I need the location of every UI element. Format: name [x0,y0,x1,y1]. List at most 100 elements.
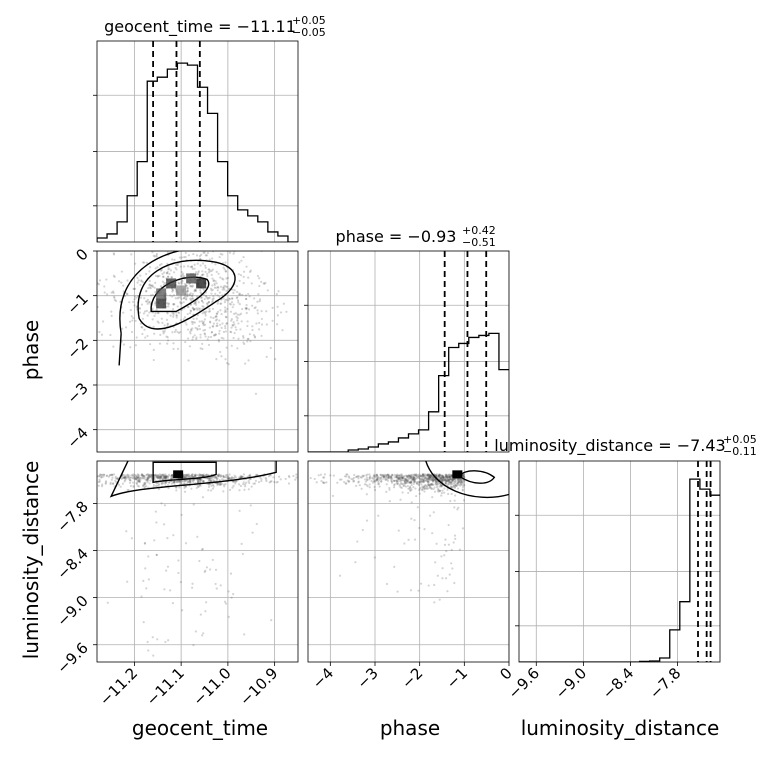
scatter-point [245,311,248,315]
scatter-point [442,478,445,481]
scatter-point [227,478,231,481]
scatter-point [267,475,271,478]
scatter-point [414,478,417,481]
scatter-point [223,485,226,488]
scatter-point [393,484,396,487]
scatter-point [192,480,195,483]
x-tick-label: −1 [443,664,471,692]
scatter-point [224,330,228,333]
scatter-point [281,329,284,332]
density-block [196,278,207,289]
scatter-point [91,479,93,481]
scatter-point [182,475,186,478]
scatter-point [197,301,200,304]
scatter-point [386,473,389,476]
scatter-point [191,307,195,310]
scatter-point [196,479,199,482]
scatter-point [202,632,205,635]
scatter-point [183,476,186,479]
scatter-point [414,474,418,477]
scatter-point [399,475,403,479]
scatter-point [446,476,449,479]
scatter-point [219,475,223,478]
scatter-point [269,480,272,483]
scatter-point [183,275,186,278]
scatter-point [112,274,115,277]
scatter-point [158,476,161,479]
scatter-point [183,486,186,490]
scatter-point [428,476,431,479]
scatter-point [431,475,434,478]
scatter-point [433,477,436,481]
scatter-point [408,481,412,484]
scatter-point [88,483,90,485]
scatter-point [390,480,393,483]
scatter-point [441,474,444,477]
scatter-point [217,482,220,485]
scatter-point [152,254,155,257]
scatter-point [450,486,453,489]
scatter-point [155,252,159,256]
scatter-point [100,333,104,336]
scatter-point [406,479,409,482]
scatter-point [139,477,142,480]
scatter-point [208,479,212,482]
scatter-point [462,482,465,485]
scatter-point [400,486,403,489]
scatter-point [361,475,365,478]
scatter-point [429,475,432,478]
scatter-point [140,473,144,476]
scatter-point [457,483,460,487]
scatter-point [114,477,117,480]
scatter-point [239,312,243,315]
scatter-point [354,561,357,564]
x-tick-label: −2 [398,664,426,692]
scatter-point [223,288,226,291]
y-tick-label: −9.6 [53,639,91,677]
scatter-point [127,474,131,477]
scatter-point [244,483,247,486]
scatter-point [409,489,412,492]
scatter-point [413,538,417,541]
scatter-point [439,484,442,487]
scatter-point [172,315,175,318]
scatter-point [231,297,234,301]
scatter-point [123,480,126,483]
scatter-point [365,474,368,477]
scatter-point [295,476,298,479]
scatter-point [418,480,421,483]
scatter-point [208,326,211,329]
scatter-point [137,279,140,282]
scatter-point [224,474,227,477]
scatter-point [450,481,453,484]
scatter-point [239,476,242,479]
scatter-point [223,301,227,304]
scatter-point [273,480,276,484]
scatter-point [163,504,166,507]
scatter-point [395,474,398,477]
scatter-point [242,270,246,273]
scatter-point [247,276,250,279]
scatter-point [457,478,460,482]
scatter-point [355,475,359,478]
scatter-point [169,474,172,478]
scatter-point [174,328,177,331]
scatter-point [242,341,245,344]
scatter-point [240,320,243,323]
scatter-point [408,475,412,478]
scatter-point [172,481,175,484]
scatter-point [151,251,154,254]
scatter-point [396,479,399,482]
scatter-point [210,489,213,492]
scatter-point [419,479,422,483]
scatter-point [415,475,419,478]
histogram-step-luminosity_distance [519,478,720,662]
scatter-point [152,348,155,351]
scatter-point [201,347,204,351]
scatter-point [88,477,90,479]
scatter-point [132,477,135,480]
scatter-point [150,477,153,480]
scatter-point [242,275,245,278]
scatter-point [164,474,168,478]
scatter-point [184,473,187,477]
